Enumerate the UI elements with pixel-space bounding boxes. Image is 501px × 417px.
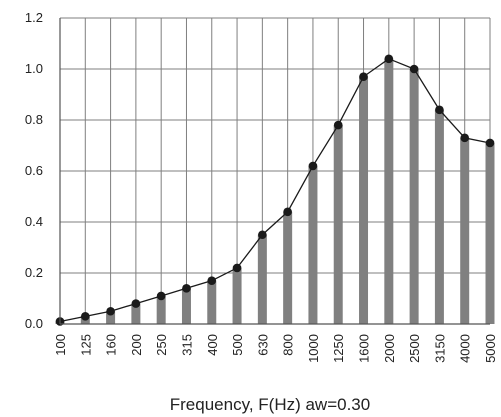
x-tick-label: 250 bbox=[154, 334, 169, 356]
x-tick-label: 1600 bbox=[357, 334, 372, 363]
bar-630 bbox=[257, 234, 267, 324]
point-2000 bbox=[384, 54, 394, 64]
point-2500 bbox=[409, 64, 419, 74]
x-tick-label: 100 bbox=[53, 334, 68, 356]
point-500 bbox=[232, 263, 242, 273]
x-tick-label: 400 bbox=[205, 334, 220, 356]
point-315 bbox=[182, 284, 191, 293]
axes bbox=[59, 18, 490, 325]
grid bbox=[59, 17, 491, 324]
bar-4000 bbox=[460, 137, 470, 324]
point-400 bbox=[207, 276, 217, 285]
bar-160 bbox=[106, 311, 116, 324]
point-1000 bbox=[308, 161, 318, 171]
point-200 bbox=[131, 299, 141, 308]
bars bbox=[55, 58, 495, 325]
x-tick-label: 1250 bbox=[331, 334, 346, 363]
bar-800 bbox=[283, 211, 293, 324]
series-line-path bbox=[59, 58, 491, 323]
bar-3150 bbox=[434, 109, 444, 324]
x-tick-labels: 100 125 160 200 250 315 400 500 630 800 1000 1250 16… bbox=[53, 334, 498, 363]
series-markers bbox=[55, 54, 495, 326]
y-tick-label: 0.8 bbox=[25, 112, 43, 127]
x-tick-label: 500 bbox=[230, 334, 245, 356]
x-tick-label: 5000 bbox=[483, 334, 498, 363]
point-5000 bbox=[485, 138, 495, 148]
y-tick-label: 1.0 bbox=[25, 61, 43, 76]
bar-500 bbox=[232, 267, 242, 324]
point-630 bbox=[258, 230, 267, 240]
x-axis-label: Frequency, F(Hz) aw=0.30 bbox=[170, 395, 370, 414]
point-160 bbox=[106, 306, 115, 316]
bar-250 bbox=[156, 295, 166, 324]
x-tick-label: 4000 bbox=[458, 334, 473, 363]
x-tick-label: 1000 bbox=[306, 334, 321, 363]
bar-1000 bbox=[308, 165, 318, 324]
series-line bbox=[59, 58, 491, 323]
point-1250 bbox=[333, 120, 343, 130]
point-250 bbox=[156, 291, 166, 301]
point-800 bbox=[283, 207, 292, 217]
x-tick-label: 160 bbox=[104, 334, 119, 356]
bar-2000 bbox=[384, 58, 394, 325]
bar-200 bbox=[131, 303, 141, 324]
x-tick-label: 125 bbox=[78, 334, 93, 356]
point-3150 bbox=[435, 105, 444, 115]
x-tick-label: 800 bbox=[281, 334, 296, 356]
point-4000 bbox=[460, 133, 470, 143]
y-tick-label: 0.4 bbox=[25, 214, 43, 229]
y-tick-label: 0.0 bbox=[25, 316, 43, 331]
bar-5000 bbox=[485, 142, 495, 324]
bar-2500 bbox=[409, 69, 419, 324]
bar-400 bbox=[207, 280, 217, 324]
y-tick-labels: 0.0 0.2 0.4 0.6 0.8 1.0 1.2 bbox=[25, 10, 43, 331]
y-tick-label: 1.2 bbox=[25, 10, 43, 25]
y-tick-label: 0.2 bbox=[25, 265, 43, 280]
point-1600 bbox=[359, 72, 368, 81]
x-tick-label: 2500 bbox=[407, 334, 422, 363]
y-tick-label: 0.6 bbox=[25, 163, 43, 178]
bar-1250 bbox=[333, 125, 343, 324]
x-tick-label: 630 bbox=[255, 334, 270, 356]
x-tick-label: 3150 bbox=[432, 334, 447, 363]
x-tick-label: 2000 bbox=[382, 334, 397, 363]
point-125 bbox=[80, 312, 90, 321]
bar-1600 bbox=[359, 76, 369, 325]
x-tick-label: 200 bbox=[129, 334, 144, 356]
bar-315 bbox=[181, 288, 191, 324]
x-tick-label: 315 bbox=[179, 334, 194, 356]
